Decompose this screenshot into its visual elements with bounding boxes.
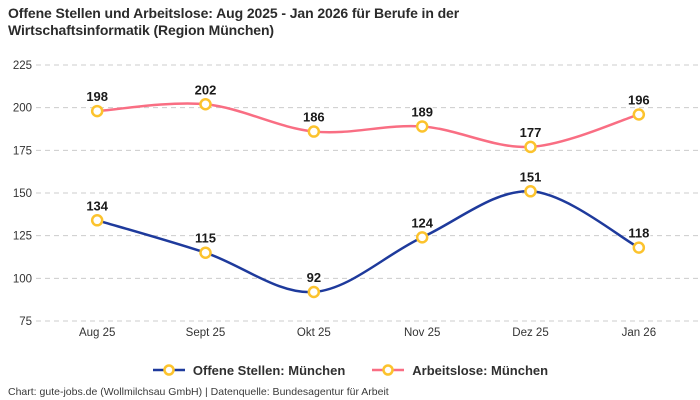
legend-line-marker-icon	[372, 364, 405, 376]
y-axis-tick-labels: 75 100 125 150 175 200 225	[13, 60, 32, 328]
svg-text:100: 100	[13, 273, 32, 285]
data-point-marker	[307, 125, 321, 138]
data-point-value-label: 186	[303, 110, 325, 125]
data-point-value-label: 202	[195, 82, 217, 97]
data-point-value-label: 198	[86, 89, 108, 104]
svg-text:Dez 25: Dez 25	[512, 327, 548, 339]
data-point-value-label: 134	[86, 198, 108, 213]
legend: Offene Stellen: München Arbeitslose: Mün…	[0, 361, 700, 379]
data-point-marker	[524, 185, 537, 198]
data-point-marker	[307, 285, 321, 299]
series-markers-offene_stellen	[90, 185, 646, 299]
data-point-marker	[199, 98, 212, 111]
series-value-labels-offene_stellen: 134 115 92 124 151 118	[85, 168, 651, 287]
svg-text:75: 75	[19, 316, 32, 328]
legend-item-arbeitslose: Arbeitslose: München	[371, 363, 548, 378]
data-point-marker	[90, 214, 104, 227]
data-point-value-label: 118	[628, 226, 649, 241]
legend-label: Offene Stellen: München	[192, 362, 346, 378]
svg-text:Nov 25: Nov 25	[404, 327, 440, 339]
legend-line-marker-icon	[152, 364, 185, 376]
svg-text:Sept 25: Sept 25	[186, 327, 226, 339]
data-point-value-label: 124	[411, 215, 433, 230]
gridlines	[36, 64, 698, 322]
legend-item-offene-stellen: Offene Stellen: München	[152, 363, 345, 378]
data-point-marker	[415, 120, 429, 133]
data-point-value-label: 151	[520, 169, 542, 184]
series-markers-arbeitslose	[90, 98, 646, 154]
svg-text:175: 175	[13, 145, 32, 157]
svg-text:200: 200	[13, 103, 32, 115]
svg-text:Aug 25: Aug 25	[79, 327, 115, 339]
svg-text:150: 150	[13, 188, 32, 200]
x-axis-tick-labels: Aug 25 Sept 25 Okt 25 Nov 25 Dez 25 Jan 26	[79, 327, 656, 339]
data-point-marker	[90, 104, 104, 118]
series-line-offene_stellen	[95, 190, 641, 294]
data-point-marker	[632, 241, 646, 254]
attribution: Chart: gute-jobs.de (Wollmilchsau GmbH) …	[8, 386, 389, 398]
svg-text:125: 125	[13, 231, 32, 243]
svg-text:225: 225	[13, 60, 32, 72]
line-chart-canvas: 75 100 125 150 175 200 225 Aug 25 Sept 25 Okt 25 N…	[13, 60, 698, 339]
chart-title: Offene Stellen und Arbeitslose: Aug 2025…	[8, 5, 460, 38]
legend-label: Arbeitslose: München	[412, 362, 549, 378]
data-point-marker	[415, 231, 429, 244]
series-value-labels-arbeitslose: 198 202 186 189 177 196	[85, 81, 651, 142]
svg-text:Okt 25: Okt 25	[297, 327, 331, 339]
data-point-value-label: 92	[307, 270, 321, 285]
data-point-value-label: 189	[411, 104, 433, 119]
data-point-value-label: 196	[628, 92, 650, 107]
data-point-value-label: 115	[195, 231, 216, 246]
series-line-arbeitslose	[95, 102, 641, 149]
data-point-marker	[632, 108, 646, 121]
data-point-value-label: 177	[520, 125, 542, 140]
svg-text:Jan 26: Jan 26	[622, 327, 657, 339]
data-point-marker	[524, 140, 537, 154]
data-point-marker	[199, 246, 212, 259]
